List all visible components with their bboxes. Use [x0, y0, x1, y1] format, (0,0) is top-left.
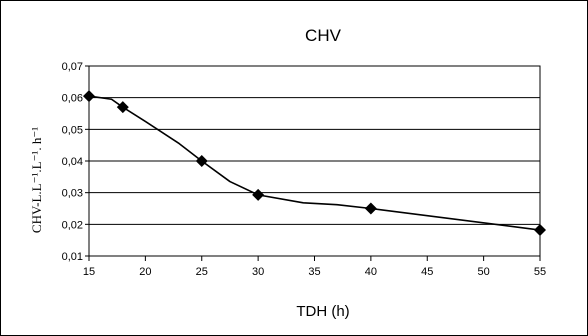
- x-tick-label: 40: [365, 266, 377, 278]
- data-point: [534, 224, 546, 237]
- series-line: [88, 95, 541, 231]
- y-tick-label: 0,07: [62, 61, 83, 73]
- x-tick-label: 35: [308, 266, 320, 278]
- y-tick-label: 0,02: [62, 219, 83, 231]
- chart-title: CHV: [305, 26, 342, 45]
- x-tick-label: 25: [196, 266, 208, 278]
- y-tick-label: 0,01: [62, 251, 83, 263]
- plot-area: 0,01 0,02 0,03 0,04 0,05 0,06 0,07 15 20 25 30 35 40…: [62, 61, 547, 278]
- x-tick-label: 15: [83, 266, 95, 278]
- x-tick-label: 20: [139, 266, 151, 278]
- y-tick-label: 0,06: [62, 93, 83, 105]
- y-tick-label: 0,03: [62, 188, 83, 200]
- x-tick-label: 30: [252, 266, 264, 278]
- data-point: [252, 188, 265, 201]
- data-point: [364, 202, 377, 215]
- x-tick-label: 50: [478, 266, 490, 278]
- y-axis-label: CHV-L.L⁻¹.L⁻¹. h⁻¹: [29, 127, 44, 233]
- x-tick-label: 55: [534, 266, 546, 278]
- x-axis-label: TDH (h): [296, 303, 349, 320]
- data-point: [83, 90, 95, 103]
- data-point: [195, 155, 208, 167]
- y-tick-label: 0,05: [62, 124, 83, 136]
- data-point: [116, 101, 129, 114]
- x-tick-label: 45: [421, 266, 433, 278]
- y-tick-label: 0,04: [62, 156, 83, 168]
